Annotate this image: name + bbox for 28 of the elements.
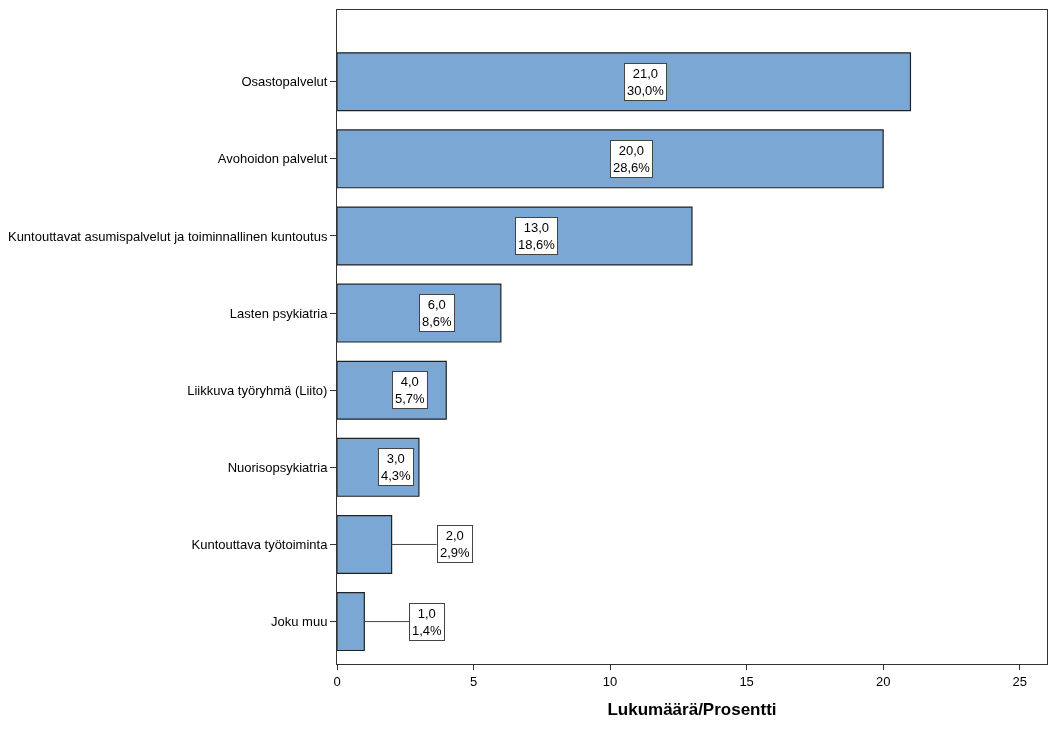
bar <box>337 129 884 189</box>
data-label: 21,0 30,0% <box>627 66 665 98</box>
data-label: 4,0 5,7% <box>395 374 426 406</box>
bar <box>337 592 365 652</box>
data-label: 6,0 8,6% <box>422 297 453 329</box>
data-label: 2,0 2,9% <box>440 528 471 560</box>
bar <box>337 514 393 574</box>
y-tick-label: Kuntouttavat asumispalvelut ja toiminnallinen kuntoutus <box>7 228 328 244</box>
data-label: 13,0 18,6% <box>518 220 556 252</box>
y-tick-label: Osastopalvelut <box>241 74 328 90</box>
data-label: 20,0 28,6% <box>613 143 651 175</box>
x-tick-label: 25 <box>1012 673 1027 689</box>
y-tick-label: Avohoidon palvelut <box>217 151 328 167</box>
y-tick-label: Lasten psykiatria <box>229 305 329 321</box>
y-tick-label: Kuntouttava työtoiminta <box>191 537 329 553</box>
y-tick-label: Nuorisopsykiatria <box>227 459 329 475</box>
x-tick-label: 15 <box>739 673 754 689</box>
x-tick-label: 5 <box>469 673 478 689</box>
x-tick-label: 0 <box>333 673 341 689</box>
data-label: 1,0 1,4% <box>412 606 443 638</box>
bar <box>337 206 693 266</box>
y-tick-label: Joku muu <box>271 614 328 630</box>
x-tick-label: 10 <box>602 673 618 689</box>
bar <box>337 52 912 112</box>
x-tick-label: 20 <box>875 673 891 689</box>
data-label: 3,0 4,3% <box>381 451 412 483</box>
x-axis-title: Lukumäärä/Prosentti <box>607 700 777 719</box>
y-tick-label: Liikkuva työryhmä (Liito) <box>187 382 328 398</box>
